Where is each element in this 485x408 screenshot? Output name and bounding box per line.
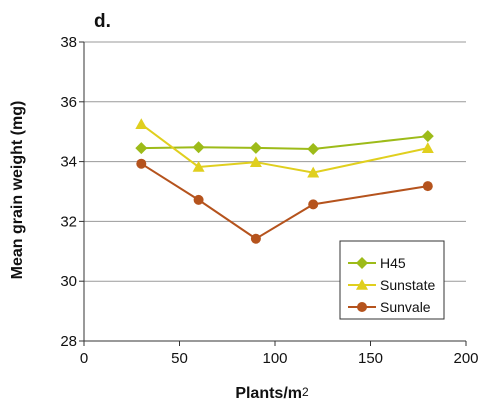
x-axis-title-main: Plants/m [235, 385, 302, 402]
x-tick-label: 0 [80, 350, 88, 367]
y-tick-labels: 28 30 32 34 36 38 [60, 34, 77, 350]
x-tick-label: 50 [171, 350, 188, 367]
x-tick-label: 100 [262, 350, 287, 367]
y-axis-title: Mean grain weight (mg) [9, 101, 26, 280]
series-line [141, 136, 428, 149]
data-point [250, 142, 262, 154]
x-axis-title-superscript: 2 [302, 385, 309, 399]
panel-label: d. [94, 11, 111, 32]
legend-swatch-marker [357, 302, 367, 312]
data-point [422, 130, 434, 142]
data-point [251, 234, 261, 244]
legend-label: Sunstate [380, 277, 435, 293]
data-point [308, 199, 318, 209]
y-tick-label: 38 [60, 34, 77, 51]
series-line [141, 164, 428, 239]
x-tick-label: 200 [453, 350, 478, 367]
legend-label: Sunvale [380, 299, 431, 315]
series-h45 [135, 130, 434, 155]
y-tick-label: 32 [60, 213, 77, 230]
data-point [135, 118, 147, 129]
data-point [193, 141, 205, 153]
legend: H45 Sunstate Sunvale [340, 241, 444, 319]
data-point [135, 142, 147, 154]
x-tick-labels: 0 50 100 150 200 [80, 350, 479, 367]
x-tick-label: 150 [358, 350, 383, 367]
x-axis-title: Plants/m2 [235, 385, 309, 402]
y-tick-label: 34 [60, 154, 77, 171]
data-point [423, 181, 433, 191]
legend-label: H45 [380, 255, 406, 271]
data-point [422, 142, 434, 153]
data-point [136, 159, 146, 169]
data-point [307, 143, 319, 155]
data-point [194, 195, 204, 205]
y-tick-label: 28 [60, 333, 77, 350]
data-series [135, 118, 434, 244]
series-sunvale [136, 159, 433, 244]
y-tick-label: 30 [60, 273, 77, 290]
y-tick-label: 36 [60, 94, 77, 111]
